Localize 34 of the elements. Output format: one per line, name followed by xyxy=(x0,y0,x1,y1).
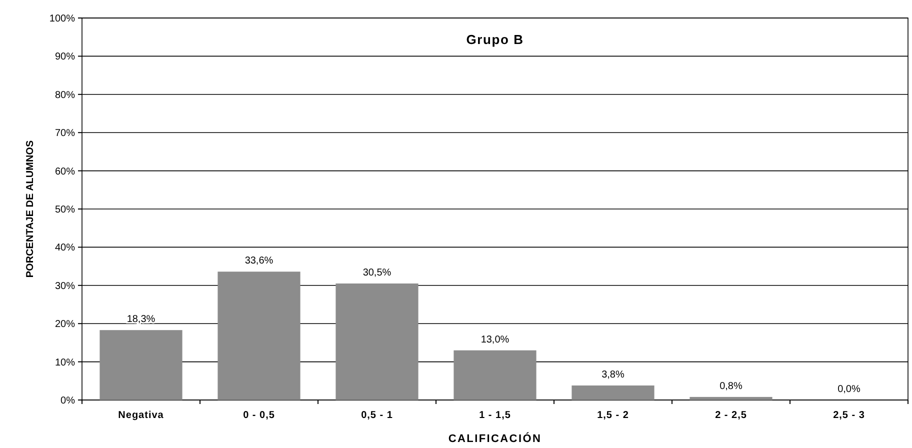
x-tick-label: 0 - 0,5 xyxy=(243,410,275,421)
y-tick-label: 10% xyxy=(54,357,76,368)
y-tick-label: 90% xyxy=(54,52,76,63)
data-label: 18,3% xyxy=(126,314,156,326)
y-tick-label: 60% xyxy=(54,166,76,178)
text: Grupo B xyxy=(466,32,524,47)
y-tick-label: 30% xyxy=(54,280,76,292)
bar xyxy=(454,350,536,400)
y-tick-label: 20% xyxy=(54,319,76,330)
x-tick-label: 2 - 2,5 xyxy=(715,410,747,421)
x-tick-label: 0,5 - 1 xyxy=(361,410,393,421)
bar xyxy=(690,396,772,400)
data-label: 0,8% xyxy=(720,380,743,392)
y-tick-label: 100% xyxy=(49,14,76,24)
y-tick-label: 40% xyxy=(54,242,76,254)
bar xyxy=(218,272,300,400)
y-axis-title: PORCENTAJE DE ALUMNOS xyxy=(25,140,36,278)
y-tick-label: 50% xyxy=(54,204,76,216)
bar xyxy=(100,330,182,400)
x-tick-label: 1 - 1,5 xyxy=(479,410,511,421)
data-label: 33,6% xyxy=(244,256,274,267)
data-label: 13,0% xyxy=(480,334,510,346)
x-axis-title: CALIFICACIÓN xyxy=(448,432,542,445)
x-tick-label: 1,5 - 2 xyxy=(597,410,629,421)
bar xyxy=(336,283,418,400)
x-tick-label: Negativa xyxy=(118,410,164,421)
y-tick-label: 0% xyxy=(60,396,76,406)
y-tick-label: 70% xyxy=(54,128,76,140)
data-label: 3,8% xyxy=(602,369,625,380)
data-label: 30,5% xyxy=(362,267,392,278)
data-label: 0,0% xyxy=(838,384,861,395)
bar xyxy=(572,385,654,400)
x-tick-label: 2,5 - 3 xyxy=(833,410,865,421)
y-tick-label: 80% xyxy=(54,90,76,101)
